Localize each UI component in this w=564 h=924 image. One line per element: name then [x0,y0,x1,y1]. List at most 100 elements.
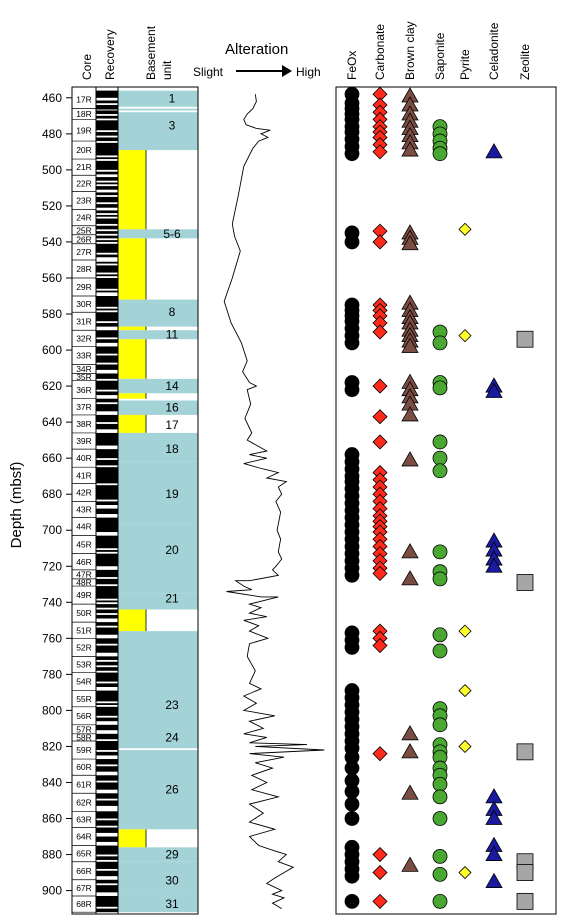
core-label: 40R [76,453,92,463]
recovery-interval [96,672,118,682]
core-label: 53R [76,660,92,670]
unit-band-yellow [118,238,146,300]
core-label: 61R [76,779,92,789]
recovery-interval [96,157,118,160]
celadonite-point [485,809,503,825]
carbonate-point [372,144,388,160]
recovery-interval [96,827,118,833]
recovery-interval [96,132,118,136]
recovery-interval [96,225,118,230]
header-alteration-low: Slight [193,65,224,79]
recovery-interval [96,364,118,370]
core-label: 57R [76,724,92,734]
y-tick-label: 780 [42,667,62,681]
header-recovery: Recovery [103,29,117,80]
core-label: 58R [76,732,92,742]
feox-point [344,335,360,351]
recovery-interval [96,550,118,552]
zeolite-point [516,574,534,591]
recovery-interval [96,265,118,273]
core-label: 64R [76,832,92,842]
y-tick-label: 760 [42,631,62,645]
mineral-header-celadonite: Celadonite [487,22,501,80]
recovery-interval [96,885,118,893]
saponite-point [432,450,448,466]
carbonate-point [372,746,388,762]
unit-label: 20 [165,543,179,557]
unit-label: 26 [165,783,179,797]
mineral-header-zeolite: Zeolite [518,44,532,80]
alteration-panel [223,94,325,909]
core-label: 29R [76,282,92,292]
recovery-interval [96,578,118,585]
y-tick-label: 520 [42,199,62,213]
recovery-interval [96,142,118,156]
brown-clay-point [401,570,419,586]
recovery-interval [96,243,118,253]
saponite-point [432,866,448,882]
recovery-interval [96,569,118,578]
recovery-interval [96,90,118,98]
brown-clay-point [401,725,419,741]
recovery-interval [96,182,118,185]
recovery-interval [96,775,118,781]
mineral-header-saponite: Saponite [433,32,447,80]
recovery-interval [96,414,118,423]
saponite-point [432,380,448,396]
core-label: 24R [76,213,92,223]
carbonate-point [372,434,388,450]
unit-band-yellow [118,393,146,399]
recovery-interval [96,404,118,412]
recovery-interval [96,661,118,666]
header-alteration: Alteration [225,41,288,58]
y-tick-label: 900 [42,884,62,898]
celadonite-point [485,557,503,573]
feox-point [344,796,360,812]
recovery-interval [96,290,118,293]
recovery-interval [96,312,118,322]
carbonate-point [372,234,388,250]
core-label: 65R [76,849,92,859]
core-label: 45R [76,540,92,550]
recovery-interval [96,706,118,716]
core-label: 50R [76,608,92,618]
unit-band-blue [118,847,198,862]
recovery-interval [96,627,118,635]
recovery-interval [96,115,118,119]
carbonate-point [372,409,388,425]
recovery-interval [96,535,118,549]
saponite-point [432,335,448,351]
recovery-interval [96,240,118,242]
recovery-interval [96,836,118,842]
core-label: 52R [76,642,92,652]
y-tick-label: 820 [42,739,62,753]
pyrite-point [458,739,472,754]
unit-band-yellow [118,326,146,331]
y-tick-label: 540 [42,235,62,249]
core-label: 18R [76,109,92,119]
core-frame [71,86,97,915]
core-label: 35R [76,372,92,382]
recovery-interval [96,553,118,567]
core-label: 39R [76,436,92,446]
unit-band-yellow [118,609,146,632]
recovery-interval [96,811,118,819]
saponite-point [432,627,448,643]
saponite-point [432,848,448,864]
mineral-frame [335,86,557,915]
mineral-header-brown-clay: Brown clay [403,21,417,80]
recovery-interval [96,800,118,806]
unit-band-yellow [118,829,146,848]
core-label: 60R [76,762,92,772]
recovery-interval [96,870,118,877]
core-label: 59R [76,745,92,755]
basement-unit-column: 1 3 5-6 8 11 14 16 17 18 19 20 21 23 24 26 29 30 31 [117,86,199,915]
unit-label: 19 [165,487,179,501]
mineral-header-pyrite: Pyrite [458,49,472,80]
feox-point [344,567,360,583]
recovery-interval [96,667,118,671]
unit-label: 11 [166,328,179,342]
zeolite-point [516,743,534,761]
